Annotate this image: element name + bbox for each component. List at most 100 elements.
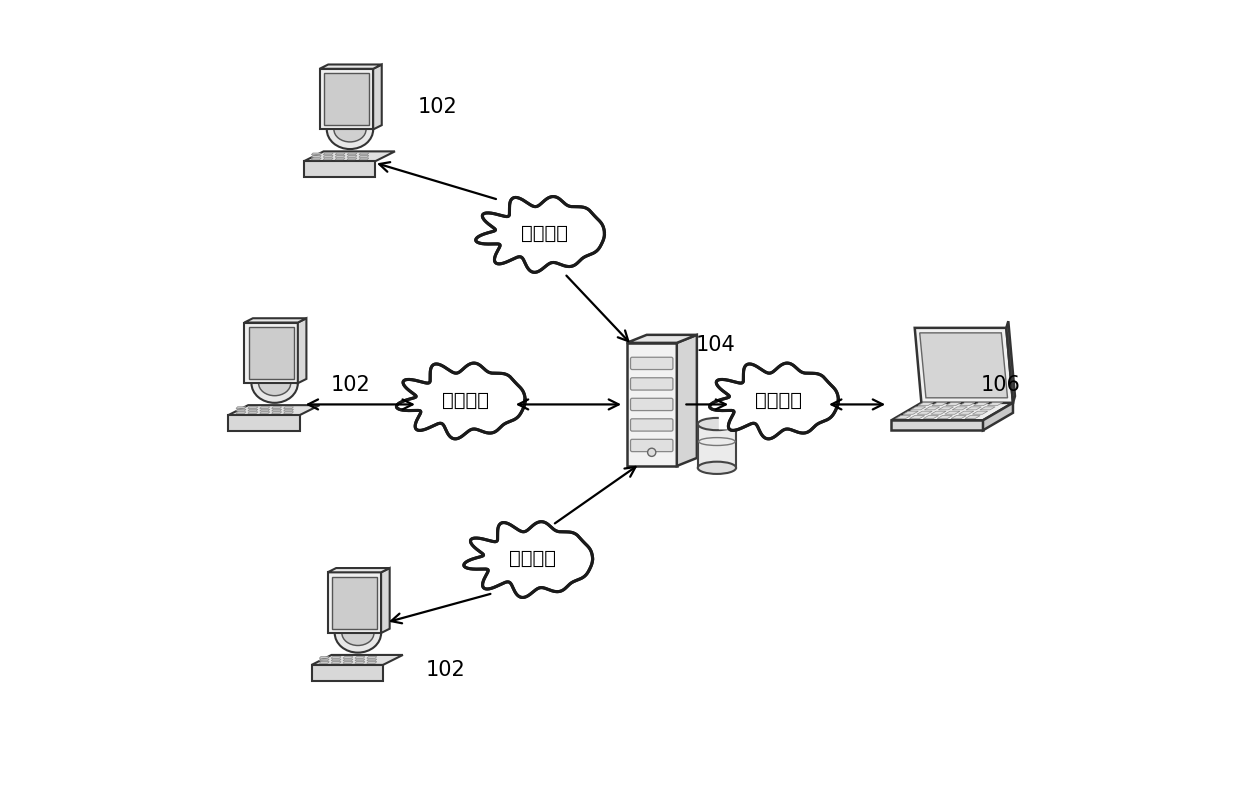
Polygon shape	[920, 333, 1008, 398]
Polygon shape	[464, 522, 593, 597]
Circle shape	[487, 191, 533, 238]
Polygon shape	[626, 343, 677, 466]
Polygon shape	[311, 665, 383, 680]
Ellipse shape	[698, 462, 737, 474]
Circle shape	[781, 353, 826, 398]
Polygon shape	[910, 407, 926, 410]
Ellipse shape	[259, 370, 290, 396]
Polygon shape	[228, 416, 300, 431]
Circle shape	[548, 186, 593, 232]
Ellipse shape	[327, 109, 373, 149]
Polygon shape	[983, 403, 1013, 431]
Text: 网络连接: 网络连接	[510, 550, 557, 569]
Circle shape	[712, 381, 745, 415]
FancyBboxPatch shape	[630, 419, 673, 431]
Polygon shape	[248, 409, 258, 411]
Polygon shape	[980, 407, 996, 410]
Ellipse shape	[419, 374, 511, 427]
Polygon shape	[244, 323, 298, 383]
Polygon shape	[304, 161, 374, 177]
Polygon shape	[903, 412, 919, 414]
Text: 102: 102	[425, 660, 465, 680]
Polygon shape	[347, 155, 357, 157]
Circle shape	[748, 348, 797, 398]
Polygon shape	[272, 407, 281, 408]
FancyBboxPatch shape	[405, 384, 526, 430]
Polygon shape	[324, 158, 334, 159]
Polygon shape	[335, 155, 345, 157]
Polygon shape	[319, 659, 329, 661]
Polygon shape	[272, 412, 281, 413]
Text: 网络连接: 网络连接	[755, 391, 802, 410]
Polygon shape	[298, 318, 306, 383]
Polygon shape	[319, 657, 329, 658]
Polygon shape	[320, 64, 382, 69]
Circle shape	[435, 348, 485, 398]
Text: 102: 102	[418, 97, 458, 117]
Text: 网络连接: 网络连接	[521, 224, 568, 243]
Polygon shape	[358, 158, 368, 159]
Polygon shape	[335, 153, 345, 155]
FancyBboxPatch shape	[719, 384, 838, 430]
Polygon shape	[952, 407, 967, 410]
Polygon shape	[311, 655, 403, 665]
FancyBboxPatch shape	[630, 377, 673, 390]
Polygon shape	[358, 155, 368, 157]
Circle shape	[398, 381, 432, 415]
Polygon shape	[236, 407, 246, 408]
Polygon shape	[960, 403, 975, 405]
Polygon shape	[236, 409, 246, 411]
Circle shape	[558, 530, 595, 566]
FancyBboxPatch shape	[630, 357, 673, 370]
Polygon shape	[311, 155, 321, 157]
Circle shape	[502, 507, 552, 557]
Circle shape	[408, 358, 454, 404]
Text: 106: 106	[981, 374, 1021, 395]
Polygon shape	[951, 416, 966, 419]
Polygon shape	[343, 661, 353, 663]
FancyBboxPatch shape	[630, 398, 673, 411]
Polygon shape	[284, 409, 294, 411]
Polygon shape	[343, 657, 353, 658]
Polygon shape	[259, 407, 270, 408]
Polygon shape	[476, 197, 604, 272]
Polygon shape	[367, 661, 377, 663]
FancyBboxPatch shape	[472, 542, 593, 588]
Polygon shape	[331, 657, 341, 658]
Polygon shape	[324, 155, 334, 157]
Polygon shape	[915, 328, 1013, 403]
Polygon shape	[895, 416, 911, 419]
Text: 网络连接: 网络连接	[441, 391, 489, 410]
Polygon shape	[355, 659, 365, 661]
Ellipse shape	[487, 532, 579, 586]
Polygon shape	[946, 403, 961, 405]
Polygon shape	[373, 64, 382, 129]
Polygon shape	[248, 407, 258, 408]
Polygon shape	[259, 409, 270, 411]
Circle shape	[513, 182, 564, 232]
Polygon shape	[973, 403, 988, 405]
Text: 104: 104	[696, 335, 735, 355]
Circle shape	[491, 371, 527, 408]
Polygon shape	[331, 661, 341, 663]
Circle shape	[804, 371, 841, 408]
Polygon shape	[972, 412, 988, 414]
Circle shape	[647, 448, 656, 457]
Ellipse shape	[334, 117, 366, 142]
Ellipse shape	[252, 363, 298, 403]
Polygon shape	[939, 407, 954, 410]
Polygon shape	[367, 659, 377, 661]
Polygon shape	[343, 659, 353, 661]
Polygon shape	[236, 412, 246, 413]
Polygon shape	[709, 363, 838, 439]
Polygon shape	[355, 657, 365, 658]
Polygon shape	[381, 568, 389, 633]
FancyBboxPatch shape	[630, 439, 673, 452]
Ellipse shape	[498, 207, 590, 261]
Polygon shape	[228, 405, 320, 416]
Circle shape	[720, 358, 768, 404]
Polygon shape	[965, 416, 980, 419]
Polygon shape	[959, 412, 973, 414]
Polygon shape	[367, 657, 377, 658]
Polygon shape	[937, 416, 952, 419]
